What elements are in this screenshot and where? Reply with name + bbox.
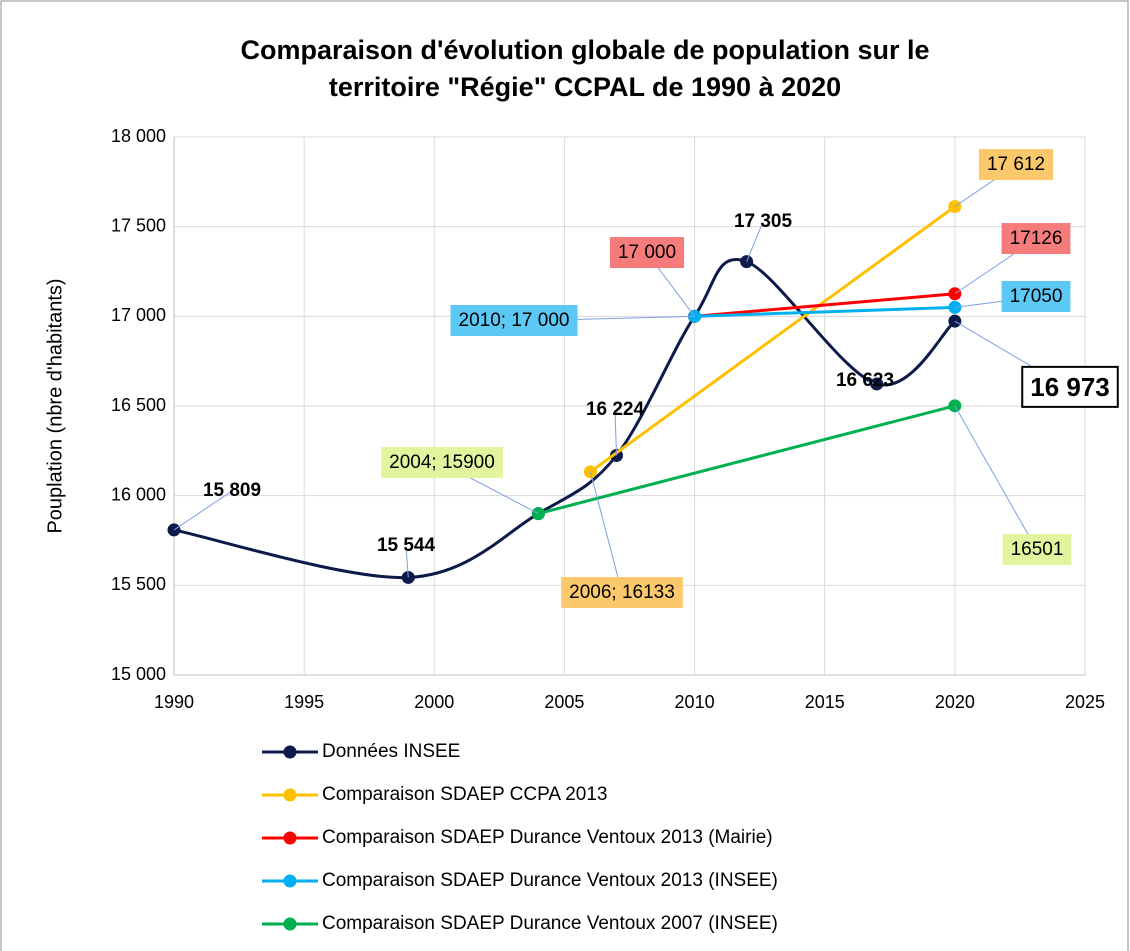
- data-label-box: [1001, 281, 1071, 313]
- x-tick-label: 2020: [935, 692, 975, 712]
- x-tick-label: 1995: [284, 692, 324, 712]
- data-label-box: [609, 237, 685, 269]
- data-label: 15 809: [203, 480, 261, 501]
- data-label-box: [450, 305, 578, 337]
- y-tick-label: 16 000: [111, 484, 166, 504]
- x-tick-label: 2015: [805, 692, 845, 712]
- data-label-box: [1002, 534, 1072, 566]
- x-tick-label: 1990: [154, 692, 194, 712]
- leader-line: [746, 221, 764, 262]
- leader-line: [173, 490, 233, 531]
- data-label: 16 224: [586, 399, 645, 420]
- series-line: [538, 404, 956, 516]
- leader-line: [589, 471, 623, 594]
- x-tick-label: 2010: [675, 692, 715, 712]
- series-line: [589, 205, 956, 474]
- y-tick-label: 16 500: [111, 395, 166, 415]
- legend-marker: [283, 745, 297, 759]
- y-tick-label: 18 000: [111, 126, 166, 146]
- chart-title: territoire "Régie" CCPAL de 1990 à 2020: [329, 72, 841, 102]
- data-label: 17 305: [734, 211, 793, 232]
- legend-label: Comparaison SDAEP CCPA 2013: [322, 784, 608, 805]
- data-label: 15 544: [377, 535, 436, 556]
- x-tick-label: 2005: [544, 692, 584, 712]
- leader-line: [405, 545, 409, 578]
- data-label: 16 623: [836, 370, 894, 391]
- legend-label: Comparaison SDAEP Durance Ventoux 2013 (…: [322, 827, 773, 848]
- legend-marker: [283, 788, 297, 802]
- chart-title: Comparaison d'évolution globale de popul…: [241, 35, 930, 65]
- series-line: [694, 305, 955, 318]
- leader-line: [954, 405, 1038, 551]
- data-label: 17 000: [618, 242, 676, 263]
- legend-label: Comparaison SDAEP Durance Ventoux 2013 (…: [322, 870, 778, 891]
- data-label: 2004; 15900: [389, 452, 495, 473]
- legend-marker: [283, 917, 297, 931]
- data-label-box: [1001, 223, 1071, 255]
- y-axis-label: Pouplation (nbre d'habitants): [44, 278, 66, 533]
- y-tick-label: 17 000: [111, 305, 166, 325]
- legend-marker: [283, 874, 297, 888]
- data-label: 16501: [1011, 539, 1064, 560]
- data-label: 17050: [1010, 286, 1063, 307]
- legend-marker: [283, 831, 297, 845]
- data-label-box: [1021, 365, 1119, 408]
- legend-label: Données INSEE: [322, 741, 460, 762]
- x-tick-label: 2025: [1065, 692, 1105, 712]
- data-label: 2010; 17 000: [459, 310, 570, 331]
- legend-label: Comparaison SDAEP Durance Ventoux 2007 (…: [322, 913, 778, 934]
- data-label: 17126: [1010, 228, 1063, 249]
- data-label-box: [978, 149, 1054, 181]
- y-tick-label: 15 500: [111, 574, 166, 594]
- x-tick-label: 2000: [414, 692, 454, 712]
- leader-line: [864, 380, 877, 385]
- leader-line: [614, 409, 617, 456]
- series-line: [694, 292, 955, 318]
- data-label: 2006; 16133: [569, 582, 675, 603]
- data-label-box: [561, 577, 683, 609]
- data-label: 16 973: [1030, 372, 1110, 402]
- data-label-box: [381, 447, 503, 479]
- data-label: 17 612: [987, 154, 1045, 175]
- y-tick-label: 15 000: [111, 664, 166, 684]
- y-tick-label: 17 500: [111, 215, 166, 235]
